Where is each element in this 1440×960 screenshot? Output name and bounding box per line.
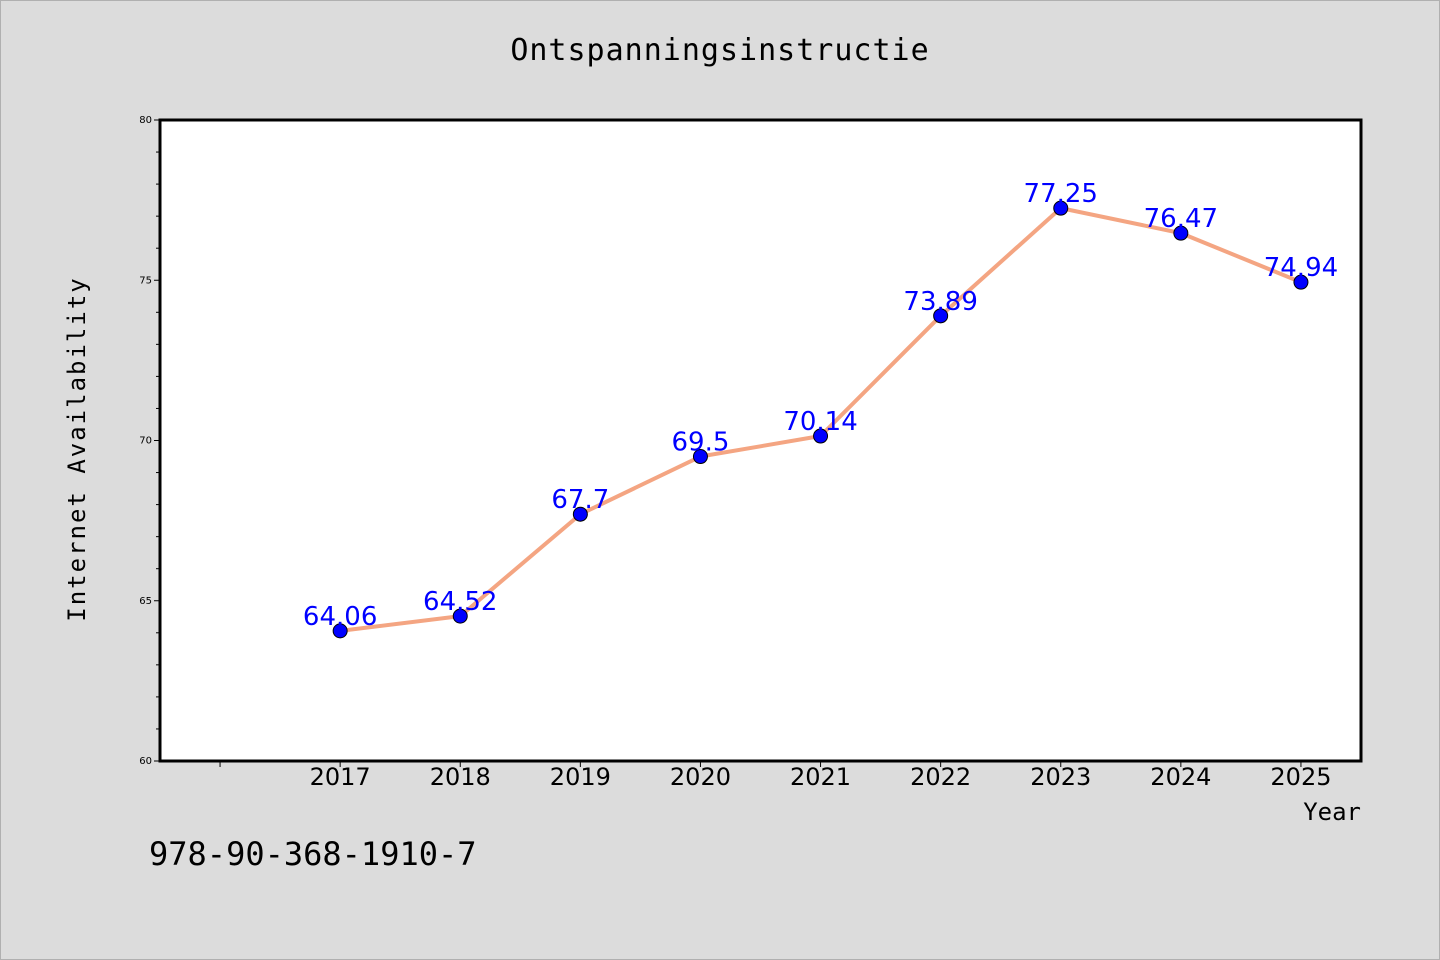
x-tick-label: 2024 — [1150, 763, 1211, 791]
data-point — [813, 428, 829, 444]
data-label: 70.14 — [783, 407, 857, 437]
data-point — [332, 623, 348, 639]
data-label: 67.7 — [551, 485, 609, 515]
data-label: 76.47 — [1144, 204, 1218, 234]
data-point — [1053, 200, 1069, 216]
data-label: 74.94 — [1264, 253, 1338, 283]
y-tick-label: 80 — [139, 115, 152, 126]
x-tick-label: 2021 — [790, 763, 851, 791]
data-label: 64.06 — [303, 602, 377, 632]
chart-title: Ontspanningsinstructie — [510, 33, 930, 68]
y-tick-label: 70 — [139, 436, 152, 447]
x-axis-label: Year — [1303, 798, 1361, 826]
plot-frame — [158, 118, 1363, 763]
y-tick-label: 60 — [139, 756, 152, 767]
x-tick-label: 2019 — [550, 763, 611, 791]
data-label: 64.52 — [423, 587, 497, 617]
data-point — [572, 506, 588, 522]
data-point — [1173, 225, 1189, 241]
data-point — [452, 608, 468, 624]
x-tick-label: 2022 — [910, 763, 971, 791]
y-tick-label: 75 — [139, 275, 152, 286]
x-tick-label: 2020 — [670, 763, 731, 791]
data-label: 73.89 — [903, 287, 977, 317]
data-point — [933, 308, 949, 324]
x-tick-label: 2023 — [1030, 763, 1091, 791]
x-tick-label: 2018 — [430, 763, 491, 791]
y-tick-label: 65 — [139, 596, 152, 607]
x-tick-label: 2017 — [310, 763, 371, 791]
data-label: 77.25 — [1024, 179, 1098, 209]
data-point — [692, 449, 708, 465]
plot-area — [160, 120, 1361, 761]
data-label: 69.5 — [672, 428, 730, 458]
isbn-text: 978-90-368-1910-7 — [149, 835, 477, 873]
data-point — [1293, 274, 1309, 290]
x-tick-label: 2025 — [1270, 763, 1331, 791]
